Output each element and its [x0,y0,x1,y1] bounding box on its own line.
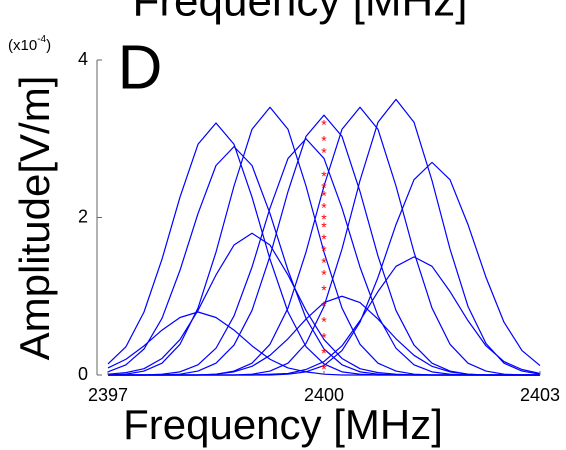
panel-label: D [118,33,163,102]
marker: * [321,144,327,160]
y-scale-close: ) [46,37,51,54]
marker: * [321,345,327,361]
marker: * [321,231,327,247]
y-scale-exponent: -4 [37,34,46,45]
series-line [108,295,540,376]
marker: * [321,132,327,148]
x-tick-label: 2400 [304,385,344,405]
y-scale-label: (x10-4) [8,34,51,54]
marker: * [321,361,327,377]
marker: * [321,266,327,282]
marker: * [321,188,327,204]
marker: * [321,243,327,259]
x-axis-label: Frequency [MHz] [123,401,443,448]
y-tick-label: 4 [78,49,88,69]
marker: * [321,298,327,314]
marker: * [321,282,327,298]
marker: * [321,219,327,235]
marker: * [321,180,327,196]
marker: * [321,314,327,330]
y-scale-base: (x10 [8,37,37,54]
marker: * [321,168,327,184]
y-axis-label: Amplitude[V/m] [11,76,58,361]
marker: * [321,211,327,227]
marker: * [321,199,327,215]
marker: * [321,117,327,133]
chart-title: Frequency [MHz] [133,0,468,26]
y-tick-label: 0 [78,364,88,384]
marker: * [321,255,327,271]
marker: * [321,329,327,345]
x-tick-label: 2397 [88,385,128,405]
plot-area: ******************* [107,98,541,377]
y-tick-label: 2 [78,206,88,226]
x-tick-label: 2403 [520,385,560,405]
